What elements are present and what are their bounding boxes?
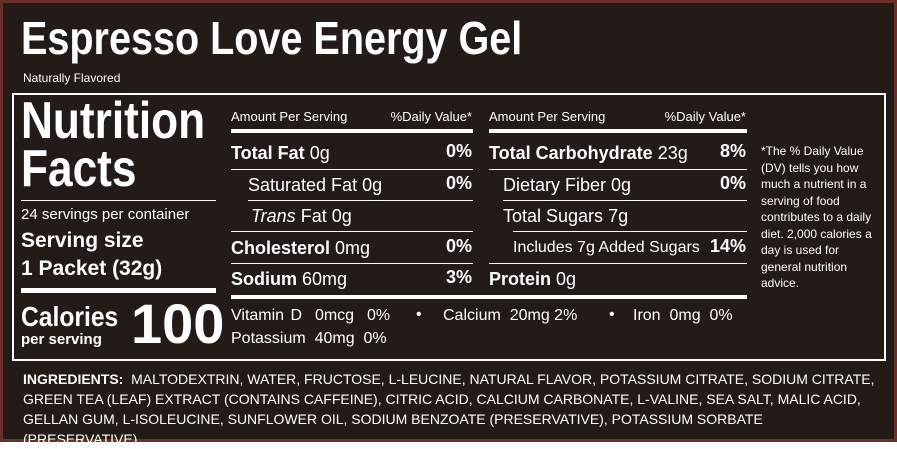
product-title: Espresso Love Energy Gel (21, 12, 523, 64)
micro-amount: 0mg (669, 307, 701, 324)
divider (231, 169, 473, 170)
micro-name: Vitamin D (231, 307, 303, 324)
facts-box (12, 93, 886, 361)
nutrient-amount: 7g (608, 205, 629, 226)
micro-amount: 0mcg (314, 307, 355, 324)
nutrient-dv: 0% (719, 173, 746, 193)
divider (231, 231, 473, 232)
divider (231, 295, 747, 299)
nutrient-name-italic: Trans (251, 205, 296, 226)
micro-dv: 0% (366, 307, 391, 324)
micro-dv: 2% (554, 307, 578, 324)
micro-name: Iron (633, 307, 661, 324)
nutrient-name: Total Fat (231, 142, 305, 163)
divider (231, 129, 473, 133)
nutrient-name: Saturated Fat (248, 174, 358, 195)
nutrient-amount: 23g (657, 142, 688, 163)
column-header: %Daily Value* (390, 109, 472, 124)
servings: 24 servings per container (21, 206, 190, 223)
calories-label: Calories (21, 301, 119, 332)
calories-value: 100 (131, 292, 225, 355)
nutrient-dv: 14% (709, 236, 746, 256)
nutrient-amount: 0g (331, 205, 352, 226)
micro-name: Calcium (443, 307, 501, 324)
calories-sub: per serving (21, 331, 102, 348)
nutrient-name: Includes 7g Added Sugars (513, 239, 700, 256)
divider (489, 263, 747, 264)
ingredients: INGREDIENTS: MALTODEXTRIN, WATER, FRUCTO… (23, 369, 881, 449)
facts-heading: Facts (21, 140, 137, 198)
nutrient-dv: 0% (445, 236, 472, 256)
nutrient-name: Cholesterol (231, 237, 331, 258)
subtitle: Naturally Flavored (23, 71, 121, 85)
nutrient-amount: 0g (611, 174, 632, 195)
micronutrient: Vitamin D 0mcg 0% (231, 307, 390, 325)
micronutrient: Iron 0mg 0% (633, 307, 733, 325)
micro-name: Potassium (231, 330, 306, 347)
nutrient-dv: 0% (445, 173, 472, 193)
serving-size: 1 Packet (32g) (21, 257, 163, 280)
nutrient-name: Total Carbohydrate (489, 142, 653, 163)
nutrient-dv: 8% (719, 141, 746, 161)
ingredients-label: INGREDIENTS: (23, 371, 124, 387)
column-header: Amount Per Serving (489, 109, 606, 124)
divider (503, 200, 747, 201)
column-header: %Daily Value* (664, 109, 746, 124)
divider (248, 200, 473, 201)
micro-dv: 0% (363, 330, 387, 347)
micro-amount: 40mg (314, 330, 355, 347)
divider (21, 200, 216, 201)
nutrient-amount: 0mg (335, 237, 371, 258)
nutrient-name: Fat (300, 205, 327, 226)
serving-size-label: Serving size (21, 229, 144, 252)
divider (489, 169, 747, 170)
column-header: Amount Per Serving (231, 109, 348, 124)
divider (513, 231, 747, 232)
divider (489, 129, 747, 133)
nutrient-amount: 0g (309, 142, 330, 163)
micro-amount: 20mg (509, 307, 550, 324)
divider (231, 263, 473, 264)
facts-heading: Nutrition (21, 92, 206, 150)
nutrient-name: Total Sugars (503, 205, 604, 226)
nutrient-name: Dietary Fiber (503, 174, 607, 195)
footnote: *The % Daily Value (DV) tells you how mu… (761, 144, 872, 290)
bullet: • (609, 306, 615, 323)
nutrient-name: Sodium (231, 268, 297, 289)
nutrient-amount: 0g (556, 268, 577, 289)
ingredients-text: MALTODEXTRIN, WATER, FRUCTOSE, L-LEUCINE… (23, 371, 875, 447)
micronutrient: Calcium 20mg 2% (443, 307, 577, 325)
bullet: • (416, 306, 422, 323)
divider (21, 288, 216, 293)
nutrient-amount: 60mg (302, 268, 348, 289)
nutrient-amount: 0g (362, 174, 383, 195)
micro-dv: 0% (709, 307, 733, 324)
nutrient-dv: 0% (445, 141, 472, 161)
nutrient-name: Protein (489, 268, 552, 289)
nutrient-dv: 3% (445, 267, 472, 287)
micronutrient: Potassium 40mg 0% (231, 330, 387, 348)
